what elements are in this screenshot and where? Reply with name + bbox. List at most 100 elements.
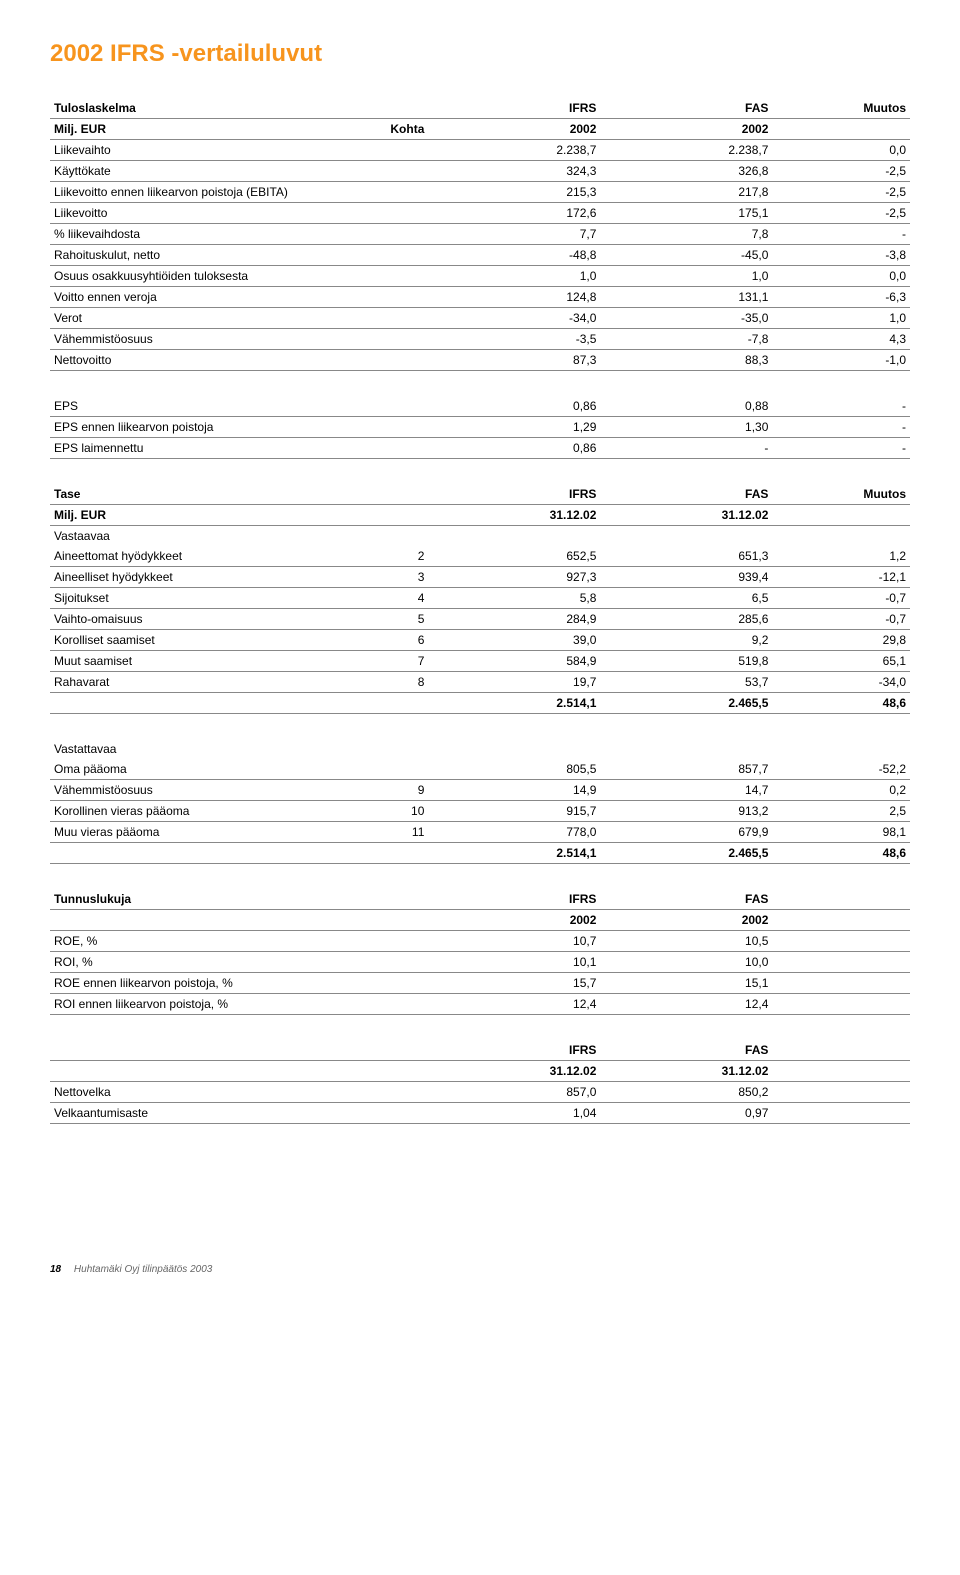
nd-sub-3: 31.12.02 — [600, 1061, 772, 1082]
row-value — [360, 396, 429, 417]
income-head-2: IFRS — [428, 98, 600, 119]
table-row: EPS laimennettu0,86-- — [50, 438, 910, 459]
nd-sub-4 — [772, 1061, 910, 1082]
row-value — [360, 994, 429, 1015]
row-value: 7,7 — [428, 224, 600, 245]
table-row: Muut saamiset7584,9519,865,1 — [50, 651, 910, 672]
row-value: 0,86 — [428, 396, 600, 417]
row-value — [360, 759, 429, 780]
bal-sub-3: 31.12.02 — [600, 505, 772, 526]
eps-body: EPS0,860,88-EPS ennen liikearvon poistoj… — [50, 396, 910, 459]
income-table: Tuloslaskelma IFRS FAS Muutos Milj. EUR … — [50, 98, 910, 371]
row-value: 2,5 — [772, 801, 910, 822]
row-value: 0,86 — [428, 438, 600, 459]
row-value: 10,0 — [600, 952, 772, 973]
row-label: Aineettomat hyödykkeet — [50, 546, 360, 567]
table-row: Korolliset saamiset639,09,229,8 — [50, 630, 910, 651]
row-value: 10 — [360, 801, 429, 822]
row-label: Nettovoitto — [50, 350, 360, 371]
row-value — [772, 931, 910, 952]
row-value: 98,1 — [772, 822, 910, 843]
row-value: 5 — [360, 609, 429, 630]
row-label: Korollinen vieras pääoma — [50, 801, 360, 822]
table-row: Oma pääoma805,5857,7-52,2 — [50, 759, 910, 780]
income-sub-4 — [772, 119, 910, 140]
income-sub-2: 2002 — [428, 119, 600, 140]
row-value: 519,8 — [600, 651, 772, 672]
row-value: 0,88 — [600, 396, 772, 417]
ratios-table: Tunnuslukuja IFRS FAS 2002 2002 ROE, %10… — [50, 889, 910, 1015]
liab-total-label — [50, 843, 360, 864]
row-value: 0,0 — [772, 140, 910, 161]
income-sub-3: 2002 — [600, 119, 772, 140]
table-row: EPS ennen liikearvon poistoja1,291,30- — [50, 417, 910, 438]
row-value: 5,8 — [428, 588, 600, 609]
assets-title: Vastaavaa — [50, 526, 910, 547]
row-value: -52,2 — [772, 759, 910, 780]
ratios-head-4 — [772, 889, 910, 910]
income-head-1 — [360, 98, 429, 119]
row-value: 1,0 — [428, 266, 600, 287]
row-label: Rahavarat — [50, 672, 360, 693]
assets-total-label — [50, 693, 360, 714]
row-value — [360, 350, 429, 371]
row-value — [772, 994, 910, 1015]
row-value — [360, 224, 429, 245]
row-label: Muut saamiset — [50, 651, 360, 672]
table-row: Verot-34,0-35,01,0 — [50, 308, 910, 329]
row-value: 6,5 — [600, 588, 772, 609]
row-value: 4 — [360, 588, 429, 609]
ratios-head-1 — [360, 889, 429, 910]
row-value — [772, 1103, 910, 1124]
row-value: 927,3 — [428, 567, 600, 588]
bal-sub-1 — [360, 505, 429, 526]
table-row: ROI ennen liikearvon poistoja, %12,412,4 — [50, 994, 910, 1015]
row-value: 850,2 — [600, 1082, 772, 1103]
balance-table: Tase IFRS FAS Muutos Milj. EUR 31.12.02 … — [50, 484, 910, 714]
row-value: -2,5 — [772, 161, 910, 182]
table-row: ROI, %10,110,0 — [50, 952, 910, 973]
row-label: Liikevoitto ennen liikearvon poistoja (E… — [50, 182, 360, 203]
table-row: ROE, %10,710,5 — [50, 931, 910, 952]
row-value: 14,9 — [428, 780, 600, 801]
page-title: 2002 IFRS -vertailuluvut — [50, 40, 910, 68]
row-value: 1,2 — [772, 546, 910, 567]
row-value: -3,8 — [772, 245, 910, 266]
table-row: EPS0,860,88- — [50, 396, 910, 417]
page-number: 18 — [50, 1264, 61, 1275]
row-value: 0,2 — [772, 780, 910, 801]
netdebt-body: Nettovelka857,0850,2Velkaantumisaste1,04… — [50, 1082, 910, 1124]
row-value: -48,8 — [428, 245, 600, 266]
row-value — [360, 1082, 429, 1103]
row-value: 65,1 — [772, 651, 910, 672]
table-row: Sijoitukset45,86,5-0,7 — [50, 588, 910, 609]
row-label: Voitto ennen veroja — [50, 287, 360, 308]
row-value: 679,9 — [600, 822, 772, 843]
row-value — [360, 952, 429, 973]
row-value: 1,0 — [600, 266, 772, 287]
ratios-sub-0 — [50, 910, 360, 931]
bal-sub-0: Milj. EUR — [50, 505, 360, 526]
row-value: -7,8 — [600, 329, 772, 350]
table-row: Vaihto-omaisuus5284,9285,6-0,7 — [50, 609, 910, 630]
row-value: 10,1 — [428, 952, 600, 973]
nd-head-3: FAS — [600, 1040, 772, 1061]
table-row: Nettovelka857,0850,2 — [50, 1082, 910, 1103]
table-row: Käyttökate324,3326,8-2,5 — [50, 161, 910, 182]
assets-body: Aineettomat hyödykkeet2652,5651,31,2Aine… — [50, 546, 910, 693]
row-value — [360, 266, 429, 287]
row-value: 7,8 — [600, 224, 772, 245]
row-value: 324,3 — [428, 161, 600, 182]
row-value: 39,0 — [428, 630, 600, 651]
row-label: ROE ennen liikearvon poistoja, % — [50, 973, 360, 994]
row-label: Velkaantumisaste — [50, 1103, 360, 1124]
row-value: -12,1 — [772, 567, 910, 588]
assets-total-k — [360, 693, 429, 714]
row-value: - — [772, 417, 910, 438]
bal-head-1 — [360, 484, 429, 505]
row-label: Muu vieras pääoma — [50, 822, 360, 843]
footer-text: Huhtamäki Oyj tilinpäätös 2003 — [74, 1264, 212, 1275]
bal-sub-2: 31.12.02 — [428, 505, 600, 526]
row-label: Rahoituskulut, netto — [50, 245, 360, 266]
table-row: % liikevaihdosta7,77,8- — [50, 224, 910, 245]
